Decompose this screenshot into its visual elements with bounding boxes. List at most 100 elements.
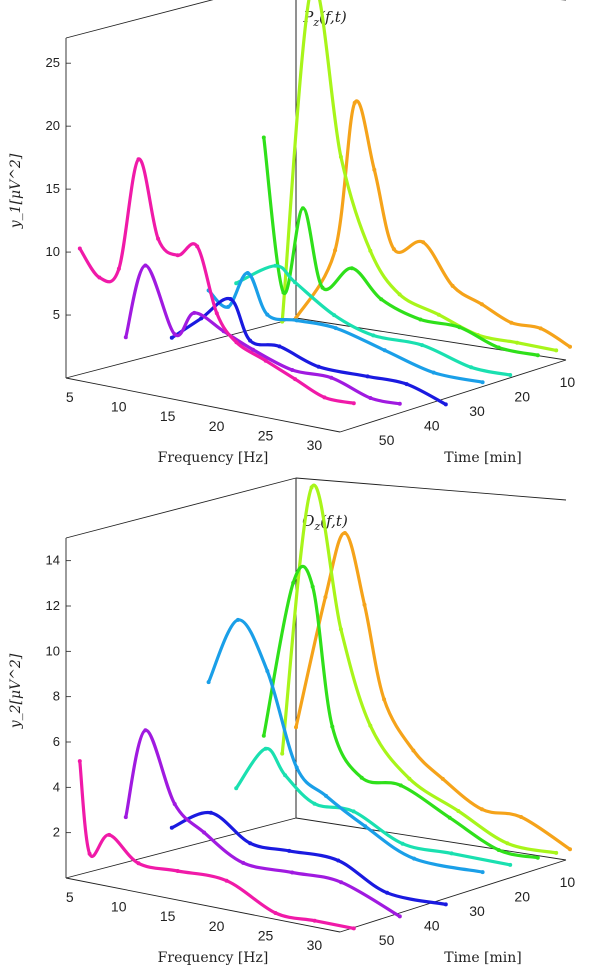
spectrum-point [265, 312, 270, 317]
spectrum-point [263, 358, 268, 363]
spectrum-line-t8 [280, 483, 558, 855]
spectrum-point [519, 815, 524, 819]
spectrum-point [175, 869, 180, 873]
spectrum-point [368, 396, 373, 400]
spectrum-point [379, 297, 384, 302]
spectrum-point [397, 401, 402, 406]
z-tick-label: 14 [46, 553, 60, 568]
spectrum-point [273, 263, 278, 268]
spectrum-line-t42 [124, 263, 402, 406]
spectrum-point [202, 830, 207, 835]
spectrum-point [368, 248, 373, 253]
spectrum-point [431, 370, 436, 375]
spectrum-point [421, 240, 426, 245]
axes-box [65, 477, 567, 933]
frequency-tick-label: 20 [209, 918, 225, 934]
spectrum-point [107, 832, 112, 837]
amplitude-axis-label: y_1[μV^2] [8, 153, 24, 229]
spectrum-point [169, 335, 174, 340]
time-tick-label: 20 [514, 389, 530, 405]
spectrum-point [290, 870, 295, 875]
spectrum-point [87, 851, 92, 856]
spectrum-point [241, 860, 246, 865]
spectrum-point [136, 157, 141, 162]
spectrum-point [143, 263, 148, 268]
spectrum-point [214, 311, 219, 316]
spectrum-point [169, 825, 174, 830]
spectrum-point [420, 343, 425, 348]
spectrum-point [116, 266, 121, 271]
spectrum-point [273, 911, 278, 915]
spectrum-point [479, 807, 484, 812]
spectrum-line-t8 [280, 0, 558, 352]
frequency-tick-label: 10 [111, 899, 127, 915]
spectrum-point [280, 751, 285, 756]
spectrum-line-t24 [207, 618, 485, 874]
spectrum-point [339, 880, 344, 885]
spectrum-point [359, 775, 364, 780]
spectrum-point [245, 271, 250, 275]
time-tick-label: 40 [424, 417, 440, 433]
spectrum-point [172, 332, 177, 337]
z-tick-label: 6 [53, 734, 60, 749]
time-tick-label: 30 [469, 903, 485, 919]
spectrum-point [351, 809, 356, 814]
spectrum-point [338, 154, 343, 159]
spectrum-point [443, 902, 448, 907]
spectrum-point [352, 100, 357, 105]
spectrum-point [265, 669, 270, 673]
z-tick-label: 8 [53, 689, 60, 704]
time-tick-label: 40 [424, 917, 440, 933]
spectrum-point [316, 364, 321, 369]
spectrum-point [568, 344, 572, 349]
base-back-right-edge [295, 817, 567, 861]
chart-oz: 2 4 6 8 10 12 14 5 10 15 20 25 30 10 20 30 40 50 Frequency… [8, 477, 575, 966]
frequency-tick-label: 30 [307, 437, 323, 453]
spectrum-point [456, 809, 461, 813]
spectrum-point [263, 746, 268, 751]
spectrum-point [310, 584, 315, 589]
spectrum-point [349, 266, 354, 271]
time-tick-label: 30 [469, 403, 485, 419]
spectrum-point [329, 375, 334, 380]
spectrum-point [320, 285, 325, 290]
spectrum-point [508, 373, 513, 377]
spectrum-point [457, 325, 462, 330]
spectrum-point [97, 275, 102, 280]
spectrum-point [400, 841, 405, 846]
spectrum-point [554, 348, 559, 353]
spectrum-point [336, 858, 341, 863]
z-tick-label: 20 [46, 118, 60, 133]
spectrum-point [234, 340, 239, 345]
spectrum-point [363, 824, 368, 829]
spectrum-point [248, 841, 253, 846]
spectrum-point [123, 335, 128, 340]
frequency-tick-label: 5 [66, 389, 74, 405]
frequency-tick-label: 5 [66, 889, 74, 905]
spectrum-point [447, 815, 452, 820]
spectrum-point [449, 851, 454, 856]
spectrum-point [398, 783, 403, 788]
spectrum-point [277, 344, 282, 349]
spectrum-point [312, 801, 317, 806]
spectrum-line-t32 [170, 810, 448, 906]
spectrum-point [226, 304, 231, 309]
spectrum-point [330, 724, 335, 729]
top-back-edge [65, 477, 297, 539]
spectrum-line-t52 [78, 157, 356, 405]
spectrum-point [287, 848, 292, 853]
spectrum-point [382, 348, 387, 353]
spectrum-point [496, 345, 501, 350]
spectrum-point [365, 374, 370, 379]
spectrum-point [362, 602, 367, 607]
spectrum-point [391, 247, 396, 252]
spectrum-point [322, 395, 327, 400]
z-tick-label: 25 [46, 55, 60, 70]
spectrum-point [123, 815, 128, 820]
frequency-tick-label: 20 [209, 418, 225, 434]
frequency-tick-label: 30 [307, 937, 323, 953]
spectrum-point [508, 862, 513, 867]
spectrum-line-t5 [294, 531, 572, 851]
spectrum-point [440, 776, 445, 781]
spectrum-point [412, 856, 417, 861]
